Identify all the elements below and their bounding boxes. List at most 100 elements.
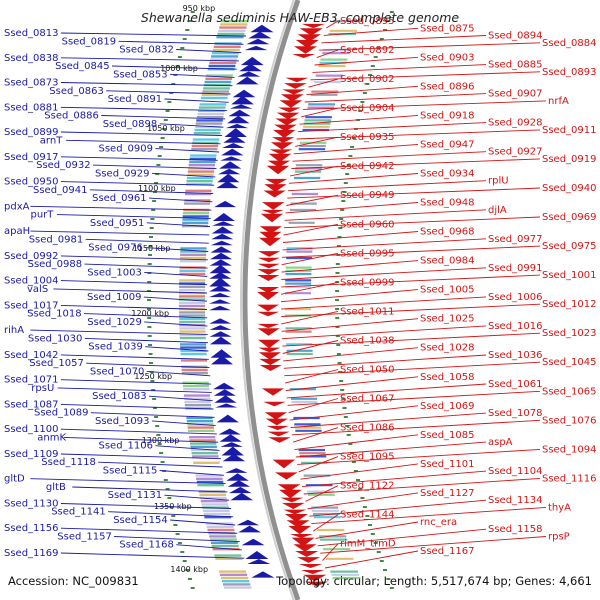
gene-label-left: Ssed_1003 xyxy=(87,267,142,278)
gene-leader-right xyxy=(285,202,419,214)
gene-label-right: Ssed_0903 xyxy=(420,52,475,63)
gene-label-right: Ssed_1045 xyxy=(542,357,597,368)
gene-leader-left xyxy=(164,494,230,501)
reverse-gene-arrow xyxy=(219,161,242,169)
reverse-gene-arrow xyxy=(217,173,240,183)
gene-label-right: Ssed_1028 xyxy=(420,343,475,354)
forward-gene-arrow xyxy=(275,118,299,126)
gene-label-left: Ssed_0813 xyxy=(4,28,59,39)
forward-gene-arrow xyxy=(268,153,292,163)
gene-leader-right xyxy=(294,434,419,451)
reverse-gene-arrow xyxy=(227,115,250,124)
gene-label-right: Ssed_1011 xyxy=(340,306,395,317)
gene-leader-left xyxy=(60,255,208,261)
forward-gene-arrow xyxy=(295,39,319,49)
reverse-gene-arrow xyxy=(210,349,233,358)
reverse-gene-arrow xyxy=(214,395,237,403)
gene-leader-right xyxy=(281,267,487,280)
reverse-gene-arrow xyxy=(247,559,271,564)
gene-label-left: Ssed_1018 xyxy=(27,309,82,320)
reverse-gene-arrow xyxy=(221,446,244,456)
gene-label-left: Ssed_1115 xyxy=(103,466,158,477)
forward-gene-arrow xyxy=(261,388,284,396)
gene-label-right: Ssed_0902 xyxy=(340,74,395,85)
gene-label-left: Ssed_0932 xyxy=(36,160,91,171)
forward-gene-arrow xyxy=(276,112,300,120)
gene-leader-left xyxy=(144,271,208,277)
reverse-gene-arrow xyxy=(237,71,261,77)
gene-leader-left xyxy=(108,511,234,518)
gene-leader-right xyxy=(288,180,487,192)
gene-label-right: Ssed_0893 xyxy=(542,67,597,78)
gene-leader-right xyxy=(297,448,541,465)
gene-label-left: Ssed_1154 xyxy=(113,515,168,526)
gene-label-right: Ssed_1069 xyxy=(420,401,475,412)
gene-label-left: Ssed_0819 xyxy=(62,36,117,47)
forward-gene-arrow xyxy=(257,328,280,336)
gene-leader-left xyxy=(111,65,237,70)
reverse-gene-arrow xyxy=(230,492,253,501)
gene-label-right: Ssed_1122 xyxy=(340,481,395,492)
reverse-gene-arrow xyxy=(209,336,232,345)
gene-label-left: apaH xyxy=(4,226,30,237)
gene-leader-right xyxy=(303,477,541,495)
kbp-label: 1000 kbp xyxy=(160,64,198,73)
gene-label-left: Ssed_1039 xyxy=(88,342,143,353)
gene-label-left: gltD xyxy=(4,474,25,485)
gene-leader-left xyxy=(92,164,217,170)
gene-leader-left xyxy=(60,304,208,310)
gene-label-left: Ssed_1131 xyxy=(108,490,163,501)
gene-label-right: Ssed_1067 xyxy=(340,394,395,405)
gene-label-right: Ssed_0942 xyxy=(340,161,395,172)
gene-leader-right xyxy=(288,398,339,414)
gene-label-left: Ssed_0873 xyxy=(4,78,59,89)
gene-label-left: Ssed_0950 xyxy=(4,177,59,188)
gene-leader-right xyxy=(286,194,339,206)
gene-label-left: Ssed_1109 xyxy=(4,449,59,460)
gene-leader-right xyxy=(313,514,339,532)
map-title: Shewanella sediminis HAW-EB3, complete g… xyxy=(140,10,460,25)
kbp-label: 950 kbp xyxy=(183,4,216,13)
gene-leader-right xyxy=(291,158,541,169)
gene-leader-right xyxy=(307,492,419,510)
reverse-gene-arrow xyxy=(211,226,234,234)
gene-label-left: Ssed_1083 xyxy=(92,391,147,402)
forward-gene-arrow xyxy=(275,472,298,480)
gene-leader-left xyxy=(90,412,215,418)
gene-label-right: Ssed_1065 xyxy=(542,386,597,397)
reverse-gene-arrow xyxy=(238,525,261,533)
gene-leader-right xyxy=(299,114,419,125)
forward-gene-arrow xyxy=(268,437,291,443)
forward-gene-arrow xyxy=(286,520,310,528)
gene-label-left: Ssed_0929 xyxy=(95,168,150,179)
forward-strand-track xyxy=(257,23,329,587)
forward-gene-arrow xyxy=(266,165,290,175)
gene-label-right: Ssed_0875 xyxy=(420,23,475,34)
gene-label-right: Ssed_1144 xyxy=(340,510,395,521)
gene-label-right: Ssed_0984 xyxy=(420,256,475,267)
gene-leader-right xyxy=(298,456,339,473)
gene-leader-left xyxy=(57,387,212,393)
gene-label-right: rpsP xyxy=(548,532,570,543)
gene-label-left: Ssed_1130 xyxy=(4,499,59,510)
gene-leader-right xyxy=(283,347,419,362)
gene-leader-right xyxy=(316,49,339,59)
reverse-gene-arrow xyxy=(224,128,247,137)
gene-label-left: Ssed_1157 xyxy=(57,532,112,543)
reverse-gene-arrow xyxy=(222,143,245,148)
gene-leader-left xyxy=(148,395,213,402)
gene-leader-left xyxy=(144,321,208,327)
gene-leader-left xyxy=(60,354,209,360)
reverse-gene-arrow xyxy=(211,355,233,365)
backbone-track xyxy=(240,0,301,600)
forward-gene-arrow xyxy=(288,525,312,535)
gene-leader-right xyxy=(320,536,547,554)
gene-leader-right xyxy=(283,223,339,236)
gene-label-left: arnT xyxy=(40,135,63,146)
gene-leader-left xyxy=(84,263,208,269)
gene-label-right: Ssed_0907 xyxy=(488,89,543,100)
gene-label-right: Ssed_0911 xyxy=(542,125,597,136)
reverse-gene-arrow xyxy=(220,442,243,447)
gene-leader-right xyxy=(289,405,419,421)
